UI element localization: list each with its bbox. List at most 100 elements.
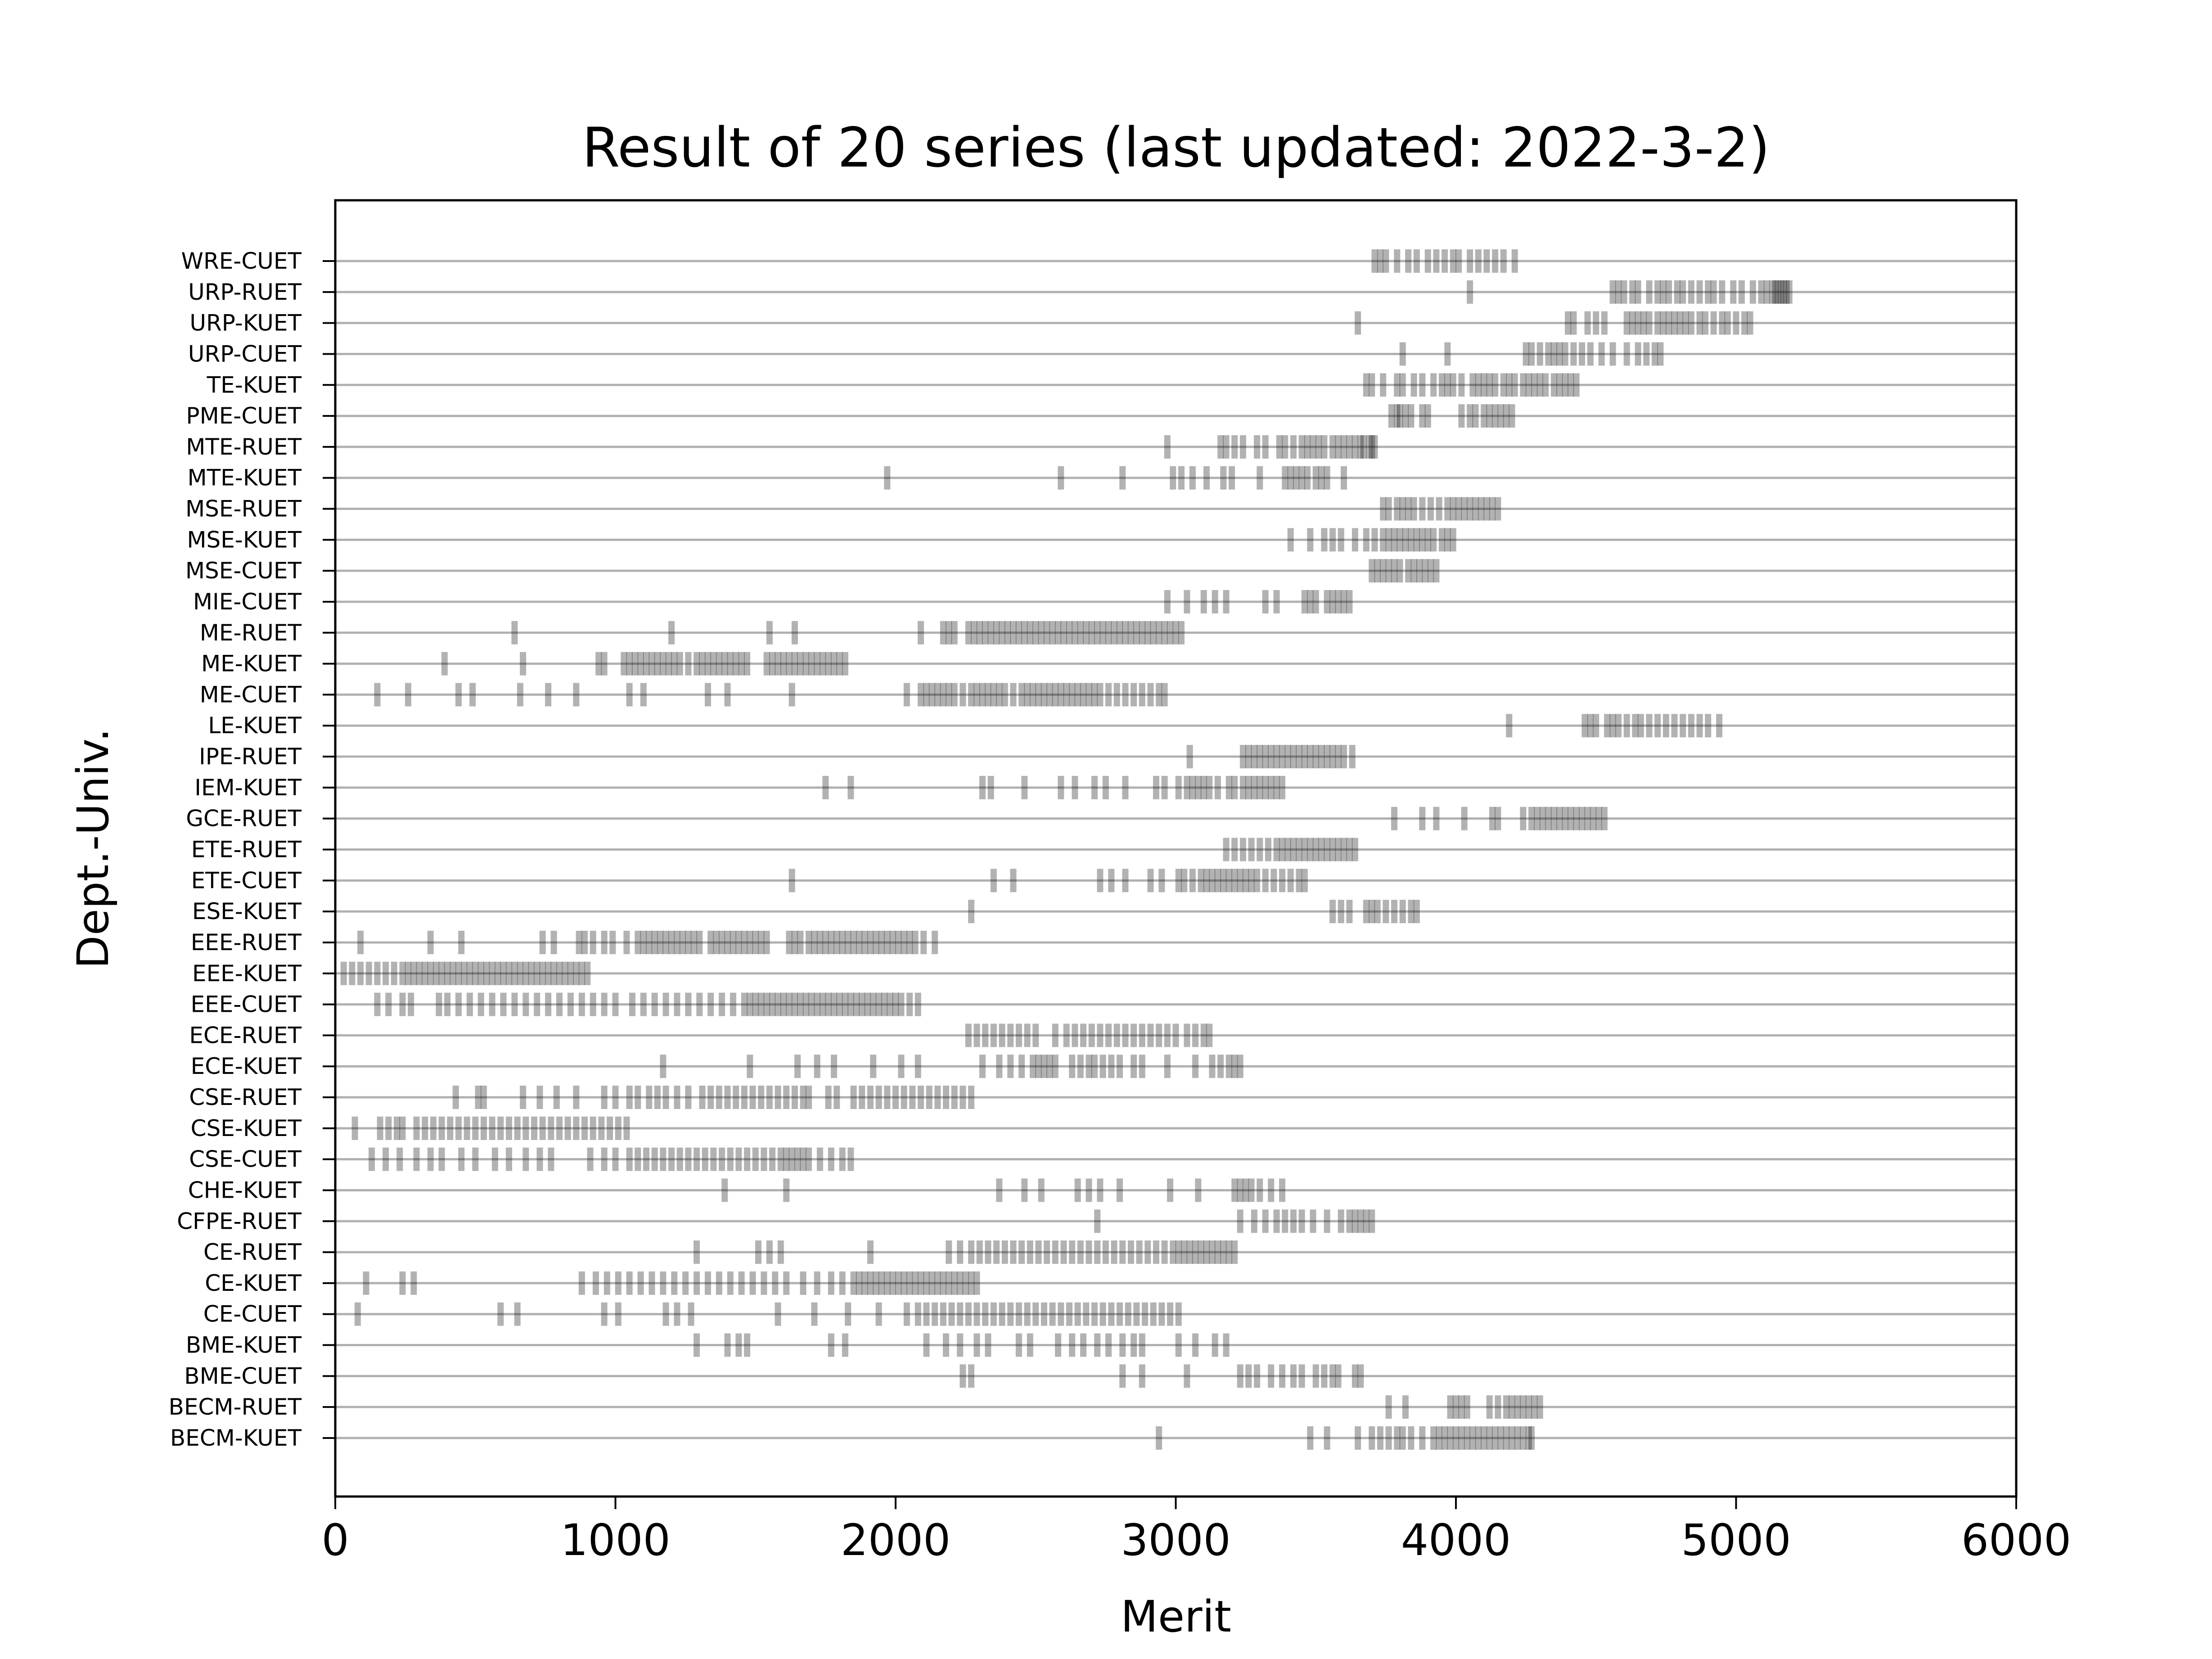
merit-mark	[906, 930, 913, 954]
merit-mark	[1413, 528, 1420, 552]
merit-mark	[1584, 311, 1591, 335]
merit-mark	[1198, 869, 1204, 893]
merit-mark	[1212, 590, 1218, 613]
merit-mark	[1458, 1426, 1465, 1450]
merit-mark	[738, 1271, 745, 1295]
merit-mark	[979, 683, 986, 707]
merit-mark	[1290, 745, 1297, 769]
merit-mark	[1329, 838, 1336, 861]
merit-mark	[1268, 1364, 1275, 1388]
merit-mark	[578, 961, 585, 985]
merit-mark	[1301, 838, 1308, 861]
merit-mark	[968, 1364, 975, 1388]
merit-mark	[1223, 838, 1230, 861]
merit-mark	[1301, 590, 1308, 613]
merit-mark	[550, 930, 557, 954]
merit-mark	[1307, 1426, 1314, 1450]
merit-mark	[615, 1302, 622, 1326]
merit-mark	[1410, 559, 1417, 583]
merit-mark	[971, 621, 978, 645]
merit-mark	[578, 1271, 585, 1295]
merit-mark	[495, 961, 501, 985]
y-tick-label-becm-ruet: BECM-RUET	[169, 1394, 302, 1420]
merit-mark	[1312, 745, 1319, 769]
merit-mark	[1615, 280, 1622, 304]
merit-mark	[777, 1147, 784, 1171]
merit-mark	[1651, 342, 1658, 366]
merit-mark	[1780, 280, 1787, 304]
merit-mark	[1514, 1395, 1521, 1419]
merit-mark	[1733, 311, 1739, 335]
merit-mark	[1363, 528, 1370, 552]
merit-mark	[1091, 1302, 1098, 1326]
series-urp-ruet	[1467, 280, 1793, 304]
merit-mark	[1380, 373, 1387, 397]
merit-mark	[1312, 838, 1319, 861]
merit-mark	[1495, 807, 1501, 830]
series-urp-cuet	[1399, 342, 1664, 366]
merit-mark	[1237, 1055, 1243, 1078]
merit-mark	[1122, 1023, 1129, 1047]
merit-mark	[1038, 1178, 1045, 1202]
merit-mark	[1257, 745, 1263, 769]
merit-mark	[1444, 528, 1451, 552]
merit-mark	[1383, 900, 1389, 924]
merit-mark	[867, 1086, 874, 1109]
merit-mark	[1391, 807, 1398, 830]
merit-mark	[806, 1086, 812, 1109]
merit-mark	[1262, 1209, 1269, 1233]
merit-mark	[604, 1271, 610, 1295]
series-mse-kuet	[1287, 528, 1456, 552]
merit-mark	[814, 1271, 820, 1295]
merit-mark	[786, 652, 793, 676]
merit-mark	[472, 961, 479, 985]
merit-mark	[665, 652, 672, 676]
series-iem-kuet	[822, 775, 1286, 799]
series-che-kuet	[721, 1178, 1286, 1202]
merit-mark	[1338, 528, 1344, 552]
merit-mark	[694, 652, 700, 676]
merit-mark	[1660, 280, 1667, 304]
merit-mark	[1015, 621, 1022, 645]
merit-mark	[951, 621, 958, 645]
merit-mark	[1531, 1395, 1538, 1419]
merit-mark	[982, 1302, 989, 1326]
merit-mark	[923, 1333, 930, 1357]
series-cse-kuet	[351, 1116, 630, 1140]
merit-mark	[1245, 775, 1252, 799]
merit-mark	[523, 1147, 529, 1171]
merit-mark	[623, 1116, 630, 1140]
merit-mark	[640, 992, 647, 1016]
merit-mark	[713, 930, 720, 954]
merit-mark	[996, 1055, 1003, 1078]
merit-mark	[825, 992, 832, 1016]
merit-mark	[1184, 590, 1190, 613]
merit-mark	[1147, 869, 1154, 893]
merit-mark	[1775, 280, 1781, 304]
merit-mark	[1150, 621, 1157, 645]
merit-mark	[629, 992, 635, 1016]
merit-mark	[1203, 1240, 1210, 1264]
series-me-ruet	[511, 621, 1185, 645]
merit-mark	[1119, 466, 1126, 490]
merit-mark	[1184, 775, 1190, 799]
merit-mark	[752, 930, 759, 954]
merit-mark	[775, 652, 781, 676]
merit-mark	[912, 930, 919, 954]
merit-mark	[1192, 1240, 1199, 1264]
merit-mark	[662, 992, 669, 1016]
merit-mark	[1225, 1240, 1232, 1264]
merit-mark	[612, 1086, 619, 1109]
merit-mark	[884, 466, 891, 490]
merit-mark	[1500, 373, 1507, 397]
merit-mark	[1433, 249, 1440, 273]
merit-mark	[1662, 714, 1669, 738]
merit-mark	[408, 992, 414, 1016]
merit-mark	[1167, 621, 1174, 645]
series-gce-ruet	[1391, 807, 1608, 830]
merit-mark	[436, 992, 442, 1016]
merit-mark	[766, 621, 773, 645]
y-tick-label-cfpe-ruet: CFPE-RUET	[177, 1208, 302, 1234]
merit-mark	[1032, 1302, 1039, 1326]
merit-mark	[1158, 1302, 1165, 1326]
